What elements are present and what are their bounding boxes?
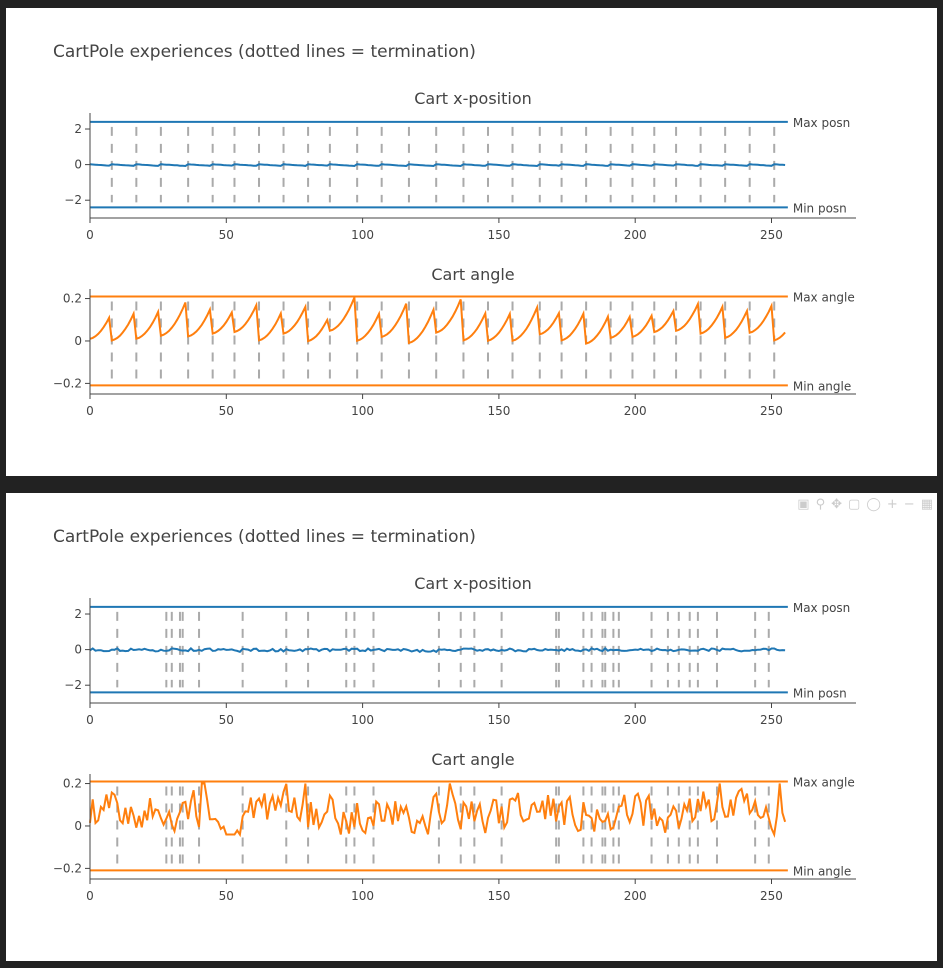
x-tick-label: 250 bbox=[760, 889, 783, 903]
max-threshold-label: Max posn bbox=[793, 116, 850, 130]
camera-icon[interactable]: ▣ bbox=[797, 497, 810, 512]
x-tick-label: 250 bbox=[760, 228, 783, 242]
y-tick-label: 0.2 bbox=[63, 292, 82, 306]
y-tick-label: 0.2 bbox=[63, 777, 82, 791]
x-tick-label: 200 bbox=[624, 404, 647, 418]
box-select-icon[interactable]: ▢ bbox=[848, 497, 861, 512]
x-tick-label: 50 bbox=[219, 889, 234, 903]
subplot-0: Cart x-position Max posn Min posn 2 0 −2 0 50 10… bbox=[64, 574, 856, 727]
subplot-title: Cart x-position bbox=[414, 89, 532, 108]
subplot-title: Cart x-position bbox=[414, 574, 532, 593]
chart-svg[interactable]: Cart x-position Max posn Min posn 2 0 −2 0 50 10… bbox=[6, 493, 937, 961]
x-tick-label: 0 bbox=[86, 713, 94, 727]
y-tick-label: 0 bbox=[74, 819, 82, 833]
data-series-line bbox=[89, 297, 786, 345]
x-tick-label: 200 bbox=[624, 713, 647, 727]
y-tick-label: −2 bbox=[64, 678, 82, 692]
chart-svg[interactable]: Cart x-position Max posn Min posn 2 0 −2 0 50 10… bbox=[6, 8, 937, 476]
pan-icon[interactable]: ✥ bbox=[831, 497, 843, 512]
zoom-icon[interactable]: ⚲ bbox=[815, 497, 826, 512]
x-tick-label: 200 bbox=[624, 889, 647, 903]
y-tick-label: −0.2 bbox=[53, 376, 82, 390]
data-series-line bbox=[89, 647, 786, 654]
y-tick-label: 0 bbox=[74, 334, 82, 348]
subplot-title: Cart angle bbox=[431, 265, 514, 284]
lasso-icon[interactable]: ◯ bbox=[866, 497, 881, 512]
x-tick-label: 250 bbox=[760, 404, 783, 418]
min-threshold-label: Min posn bbox=[793, 686, 847, 700]
x-tick-label: 100 bbox=[351, 228, 374, 242]
subplot-title: Cart angle bbox=[431, 750, 514, 769]
x-tick-label: 100 bbox=[351, 889, 374, 903]
figure-title: CartPole experiences (dotted lines = ter… bbox=[53, 527, 476, 547]
max-threshold-label: Max posn bbox=[793, 601, 850, 615]
y-tick-label: 2 bbox=[74, 122, 82, 136]
zoom-in-icon[interactable]: + bbox=[886, 497, 898, 512]
x-tick-label: 0 bbox=[86, 228, 94, 242]
x-tick-label: 150 bbox=[487, 889, 510, 903]
x-tick-label: 50 bbox=[219, 713, 234, 727]
zoom-out-icon[interactable]: − bbox=[903, 497, 915, 512]
x-tick-label: 250 bbox=[760, 713, 783, 727]
x-tick-label: 200 bbox=[624, 228, 647, 242]
x-tick-label: 50 bbox=[219, 228, 234, 242]
y-tick-label: 0 bbox=[74, 158, 82, 172]
y-tick-label: −0.2 bbox=[53, 861, 82, 875]
max-threshold-label: Max angle bbox=[793, 291, 855, 305]
figure-panel-1: CartPole experiences (dotted lines = ter… bbox=[6, 8, 937, 476]
min-threshold-label: Min angle bbox=[793, 864, 851, 878]
x-tick-label: 100 bbox=[351, 713, 374, 727]
data-series-line bbox=[89, 782, 787, 839]
data-series-line bbox=[89, 163, 786, 168]
x-tick-label: 150 bbox=[487, 228, 510, 242]
x-tick-label: 50 bbox=[219, 404, 234, 418]
plot-modebar[interactable]: ▣ ⚲ ✥ ▢ ◯ + − ▦ bbox=[797, 497, 933, 512]
x-tick-label: 150 bbox=[487, 404, 510, 418]
subplot-1: Cart angle Max angle Min angle 0.2 0 −0.2 0 50 1… bbox=[53, 750, 856, 903]
plotly-logo-icon[interactable]: ▦ bbox=[920, 497, 933, 512]
x-tick-label: 0 bbox=[86, 404, 94, 418]
x-tick-label: 150 bbox=[487, 713, 510, 727]
x-tick-label: 0 bbox=[86, 889, 94, 903]
y-tick-label: 2 bbox=[74, 607, 82, 621]
y-tick-label: −2 bbox=[64, 193, 82, 207]
min-threshold-label: Min posn bbox=[793, 201, 847, 215]
figure-title: CartPole experiences (dotted lines = ter… bbox=[53, 42, 476, 62]
max-threshold-label: Max angle bbox=[793, 776, 855, 790]
subplot-0: Cart x-position Max posn Min posn 2 0 −2 0 50 10… bbox=[64, 89, 856, 242]
subplot-1: Cart angle Max angle Min angle 0.2 0 −0.2 0 50 1… bbox=[53, 265, 856, 418]
figure-panel-2: ▣ ⚲ ✥ ▢ ◯ + − ▦ CartPole experiences (do… bbox=[6, 493, 937, 961]
y-tick-label: 0 bbox=[74, 643, 82, 657]
x-tick-label: 100 bbox=[351, 404, 374, 418]
min-threshold-label: Min angle bbox=[793, 379, 851, 393]
